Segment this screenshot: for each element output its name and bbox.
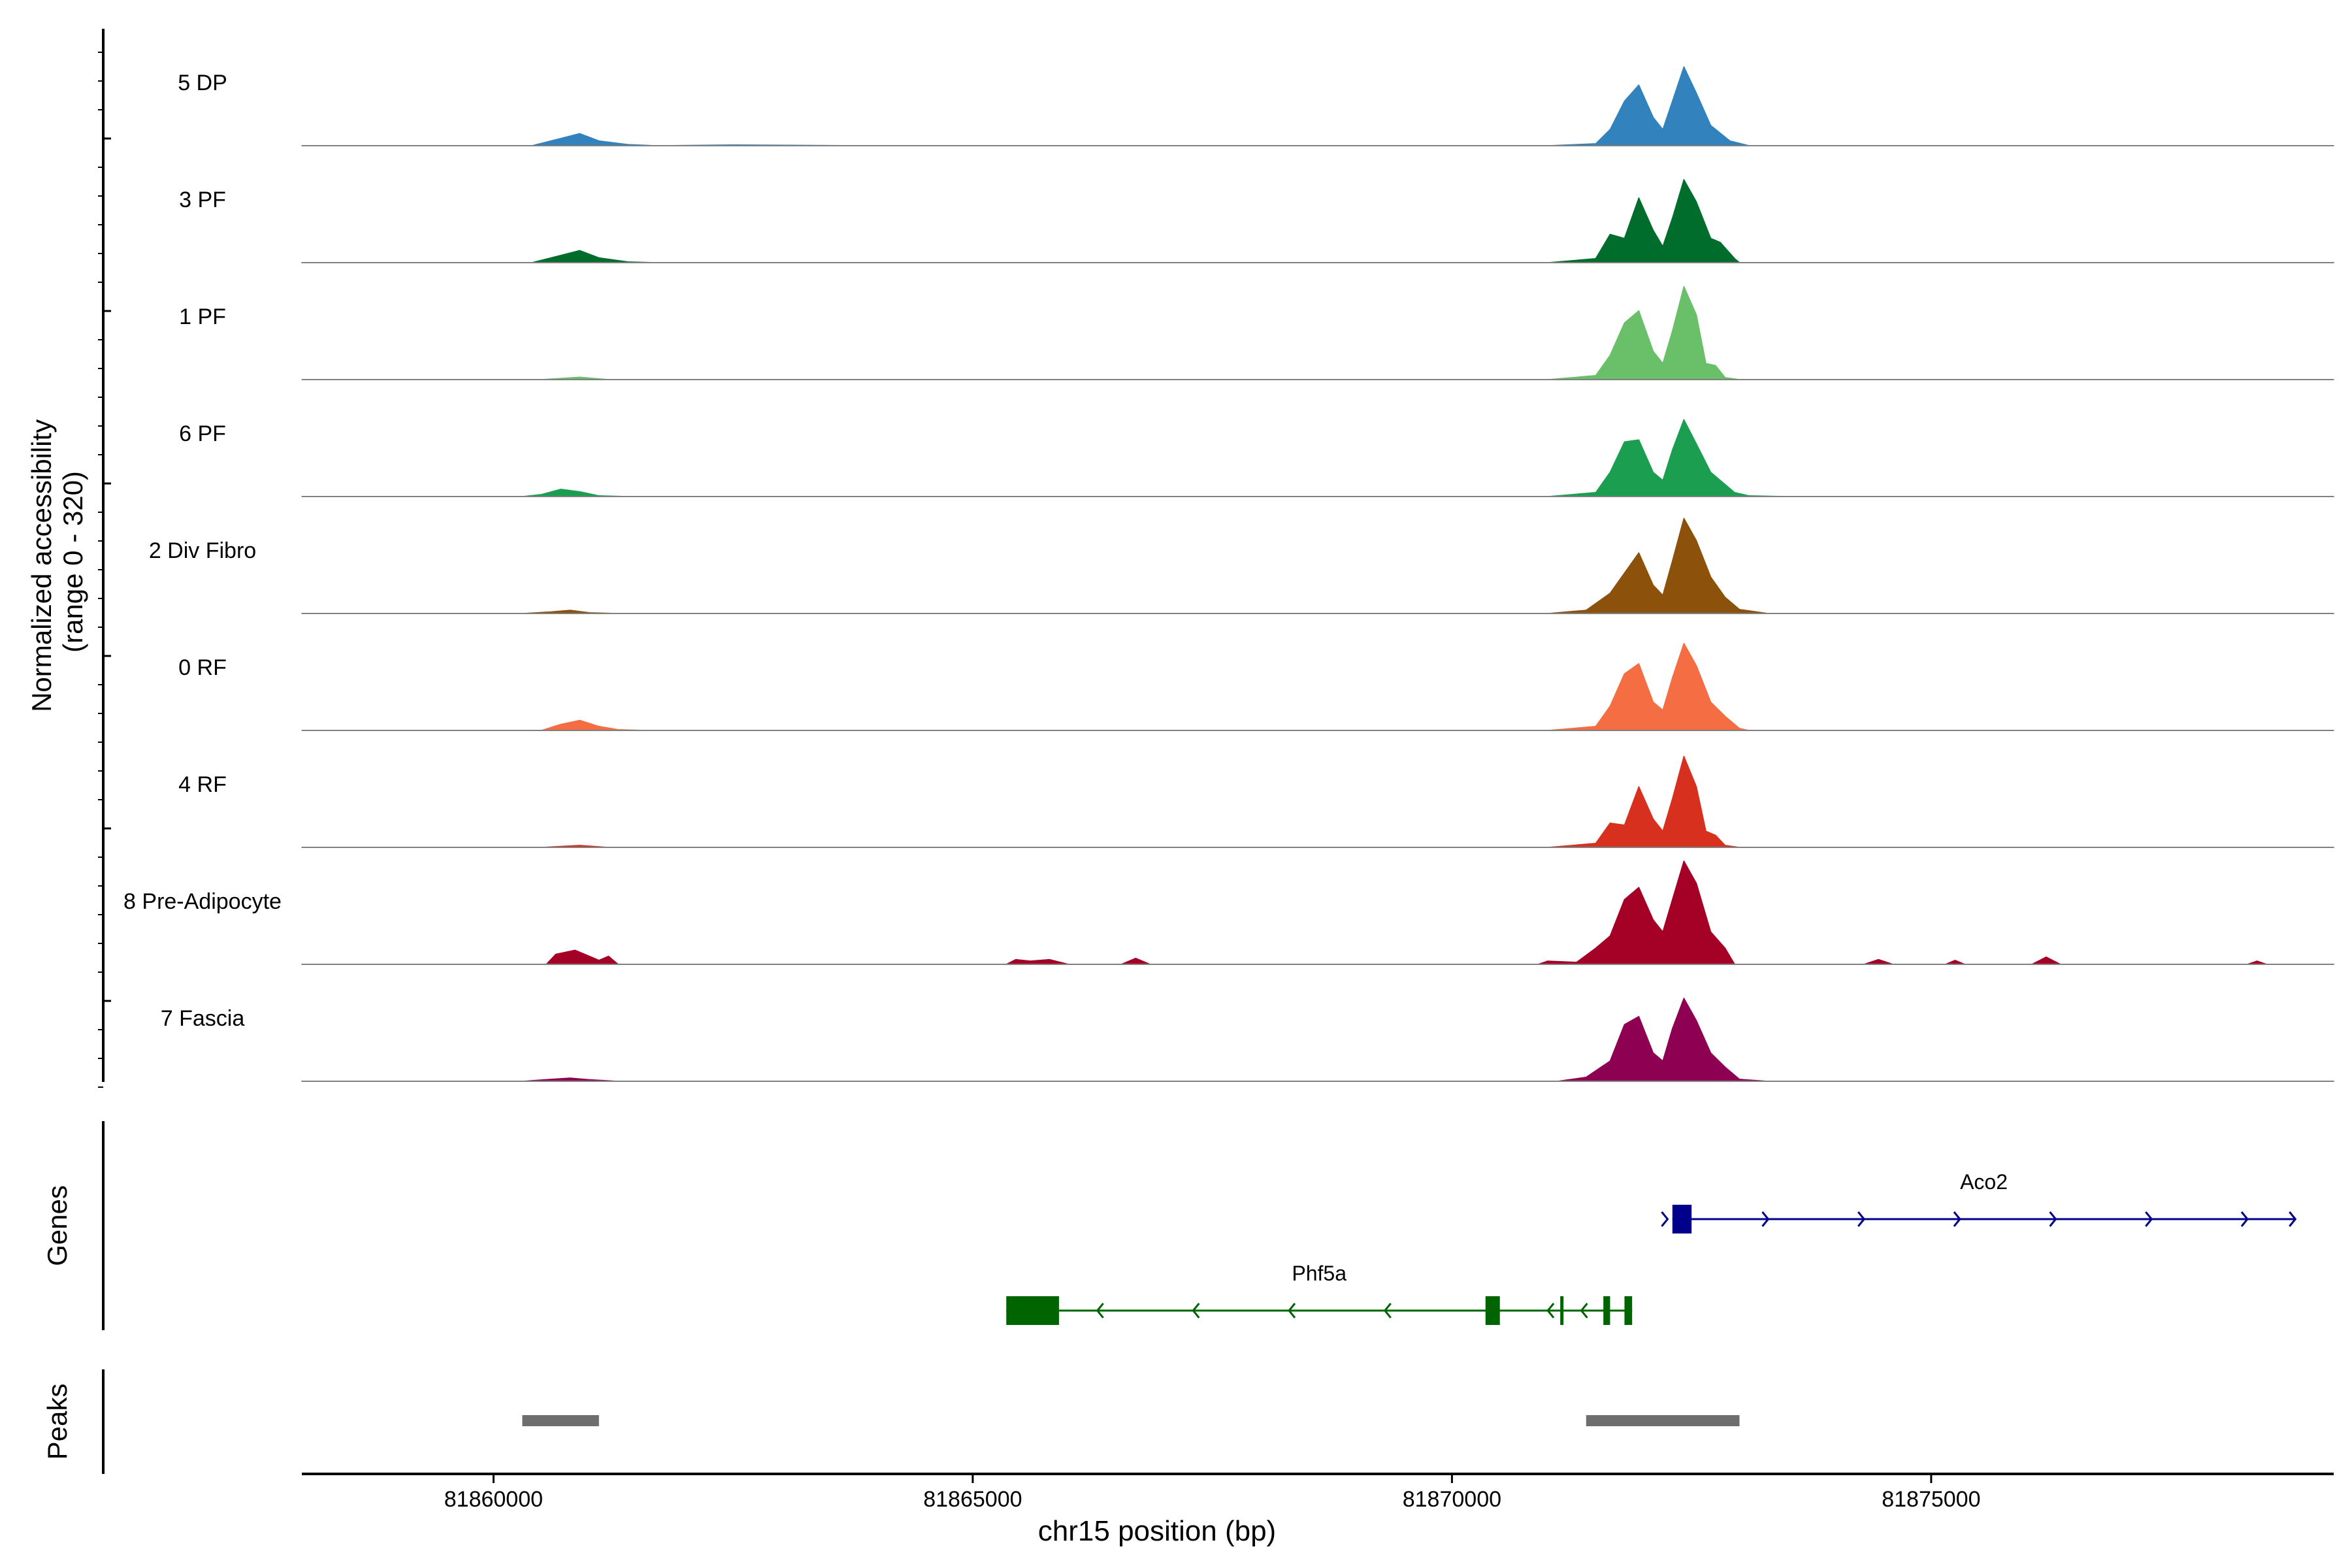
coverage-area-5-dp (301, 66, 2334, 146)
track-label-2-div-fibro: 2 Div Fibro (149, 538, 256, 563)
strand-arrow (1192, 1303, 1200, 1318)
track-label-7-fascia: 7 Fascia (161, 1006, 245, 1031)
track-label-3-pf: 3 PF (179, 188, 226, 212)
exon (1603, 1296, 1610, 1325)
strand-arrow (1761, 1211, 1770, 1227)
exon (1560, 1296, 1564, 1325)
track-label-4-rf: 4 RF (178, 772, 227, 797)
peak-bar (522, 1415, 599, 1426)
track-2-div-fibro: 2 Div Fibro (149, 517, 2334, 614)
coverage-area-8-pre-adipocyte (301, 860, 2334, 965)
track-label-1-pf: 1 PF (179, 304, 226, 329)
coverage-area-4-rf (301, 755, 2334, 848)
strand-arrow (1383, 1303, 1392, 1318)
track-7-fascia: 7 Fascia (161, 998, 2334, 1082)
x-axis: 81860000 81865000 81870000 81875000 (444, 1474, 1981, 1512)
y-axis-ticks (98, 52, 111, 1088)
strand-arrow (1288, 1303, 1296, 1318)
exon (1485, 1296, 1500, 1325)
strand-arrow (1857, 1211, 1866, 1227)
exon (1624, 1296, 1633, 1325)
y-axis-label-line1: Normalized accessibility (26, 419, 57, 712)
gene-track: Aco2 Phf5a (1006, 1170, 2297, 1325)
x-tick-label: 81860000 (444, 1487, 543, 1512)
strand-arrow (1661, 1211, 1669, 1227)
track-label-0-rf: 0 RF (178, 655, 227, 680)
coverage-area-2-div-fibro (301, 517, 2334, 614)
y-axis-label: Normalized accessibility (range 0 - 320) (26, 412, 88, 712)
coverage-area-7-fascia (301, 998, 2334, 1082)
strand-arrow (1580, 1303, 1588, 1318)
coverage-area-1-pf (301, 286, 2334, 380)
x-tick-label: 81875000 (1882, 1487, 1980, 1512)
strand-arrow (2289, 1211, 2297, 1227)
gene-phf5a: Phf5a (1006, 1262, 1633, 1325)
exon (1006, 1296, 1059, 1325)
track-6-pf: 6 PF (179, 419, 2334, 497)
strand-arrow (2145, 1211, 2153, 1227)
gene-aco2: Aco2 (1661, 1170, 2297, 1233)
track-5-dp: 5 DP (178, 66, 2334, 146)
peak-track (522, 1415, 1740, 1426)
coverage-area-6-pf (301, 419, 2334, 497)
strand-arrow (2049, 1211, 2057, 1227)
strand-arrow (2240, 1211, 2249, 1227)
coverage-area-3-pf (301, 179, 2334, 263)
coverage-tracks: 5 DP 3 PF 1 PF 6 PF 2 Div Fibro 0 RF 4 RF 8 Pre… (123, 66, 2334, 1082)
x-tick-label: 81865000 (923, 1487, 1022, 1512)
track-label-8-pre-adipocyte: 8 Pre-Adipocyte (123, 889, 282, 914)
exon (1672, 1205, 1692, 1233)
strand-arrow (1096, 1303, 1104, 1318)
track-4-rf: 4 RF (178, 755, 2334, 848)
track-8-pre-adipocyte: 8 Pre-Adipocyte (123, 860, 2334, 965)
genes-track-label: Genes (42, 1185, 73, 1266)
track-0-rf: 0 RF (178, 642, 2334, 731)
strand-arrow (1546, 1303, 1555, 1318)
strand-arrow (1953, 1211, 1961, 1227)
y-axis-label-line2: (range 0 - 320) (57, 471, 88, 653)
coverage-area-0-rf (301, 642, 2334, 731)
gene-label-aco2: Aco2 (1960, 1170, 2008, 1194)
x-axis-label: chr15 position (bp) (1038, 1515, 1276, 1547)
track-label-5-dp: 5 DP (178, 71, 227, 95)
track-label-6-pf: 6 PF (179, 421, 226, 446)
x-tick-label: 81870000 (1403, 1487, 1501, 1512)
track-1-pf: 1 PF (179, 286, 2334, 380)
gene-label-phf5a: Phf5a (1292, 1262, 1347, 1285)
peaks-track-label: Peaks (42, 1384, 73, 1460)
track-3-pf: 3 PF (179, 179, 2334, 263)
peak-bar (1586, 1415, 1740, 1426)
